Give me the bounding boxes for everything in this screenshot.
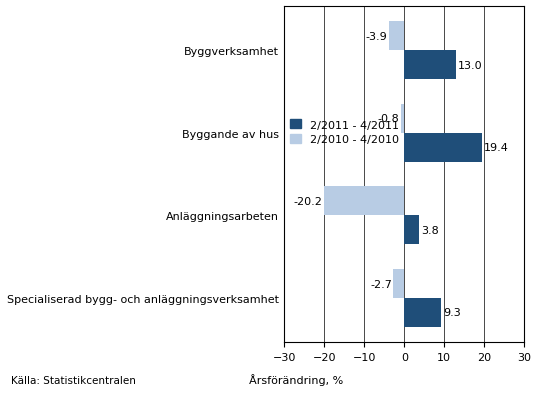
Bar <box>404 51 456 80</box>
Text: -0.8: -0.8 <box>378 114 400 124</box>
Text: 3.8: 3.8 <box>421 225 439 235</box>
Text: Källa: Statistikcentralen: Källa: Statistikcentralen <box>11 375 136 385</box>
Text: -3.9: -3.9 <box>365 32 387 42</box>
Bar <box>404 134 482 162</box>
Legend: 2/2011 - 4/2011, 2/2010 - 4/2010: 2/2011 - 4/2011, 2/2010 - 4/2010 <box>290 120 399 145</box>
Bar <box>404 298 441 327</box>
Bar <box>401 105 404 134</box>
Text: -20.2: -20.2 <box>293 196 322 207</box>
Bar <box>389 22 404 51</box>
Bar <box>324 187 404 216</box>
Text: -2.7: -2.7 <box>370 279 392 289</box>
Text: 13.0: 13.0 <box>458 61 483 71</box>
Bar <box>393 269 404 298</box>
Text: 19.4: 19.4 <box>483 143 508 153</box>
Bar <box>404 216 420 245</box>
Text: 9.3: 9.3 <box>443 308 461 318</box>
Text: Årsförändring, %: Årsförändring, % <box>249 373 343 385</box>
